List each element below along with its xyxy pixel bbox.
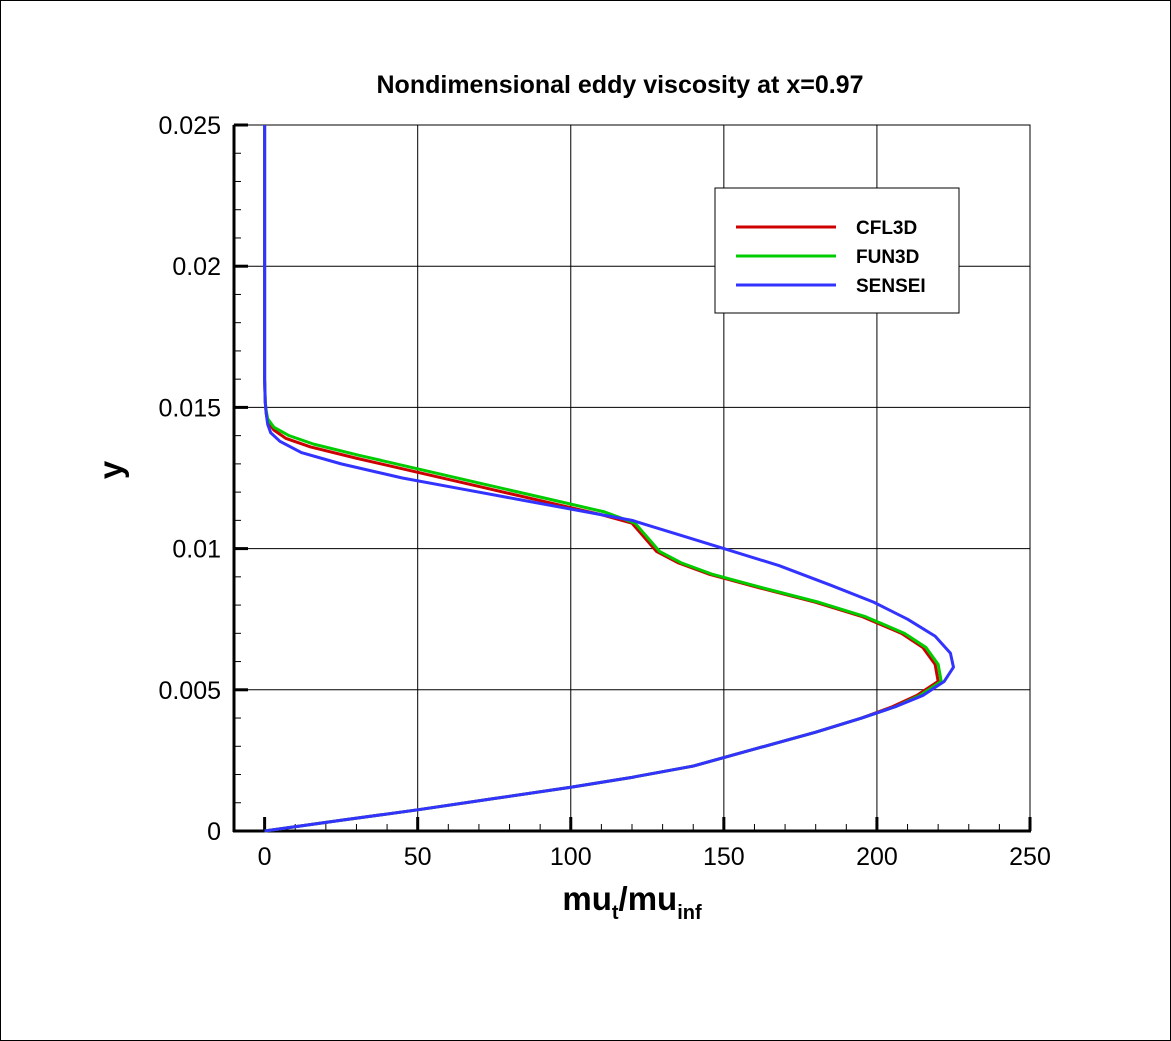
x-axis-label-base: mu bbox=[562, 880, 612, 917]
legend-label-fun3d: FUN3D bbox=[856, 247, 919, 268]
y-tick-label: 0.005 bbox=[158, 677, 221, 705]
x-tick-label: 100 bbox=[550, 843, 592, 871]
legend-box bbox=[714, 187, 960, 314]
y-tick-label: 0.02 bbox=[172, 253, 221, 281]
y-tick-label: 0.025 bbox=[158, 112, 221, 140]
x-tick-label: 50 bbox=[404, 843, 432, 871]
x-tick-label: 150 bbox=[703, 843, 745, 871]
y-axis-label: y bbox=[92, 460, 129, 479]
grid bbox=[234, 125, 1030, 831]
legend: CFL3D FUN3D SENSEI bbox=[714, 187, 960, 314]
y-tick-label: 0.01 bbox=[172, 536, 221, 564]
chart-title: Nondimensional eddy viscosity at x=0.97 bbox=[377, 71, 864, 99]
x-axis-label-sub-inf: inf bbox=[677, 902, 702, 924]
x-tick-labels: 0 50 100 150 200 250 bbox=[258, 843, 1051, 871]
x-tick-label: 0 bbox=[258, 843, 272, 871]
y-tick-label: 0 bbox=[207, 818, 221, 846]
legend-label-sensei: SENSEI bbox=[856, 276, 926, 297]
series-line-sensei bbox=[263, 125, 955, 833]
x-axis-label: mut/muinf bbox=[562, 880, 702, 924]
x-tick-label: 200 bbox=[856, 843, 898, 871]
x-tick-label: 250 bbox=[1009, 843, 1051, 871]
y-tick-label: 0.015 bbox=[158, 394, 221, 422]
x-axis-label-sep: /mu bbox=[619, 880, 678, 917]
y-tick-labels: 0 0.005 0.01 0.015 0.02 0.025 bbox=[158, 112, 221, 846]
legend-label-cfl3d: CFL3D bbox=[856, 218, 917, 239]
x-axis-label-sub-t: t bbox=[612, 902, 619, 924]
series-lines bbox=[263, 125, 955, 833]
